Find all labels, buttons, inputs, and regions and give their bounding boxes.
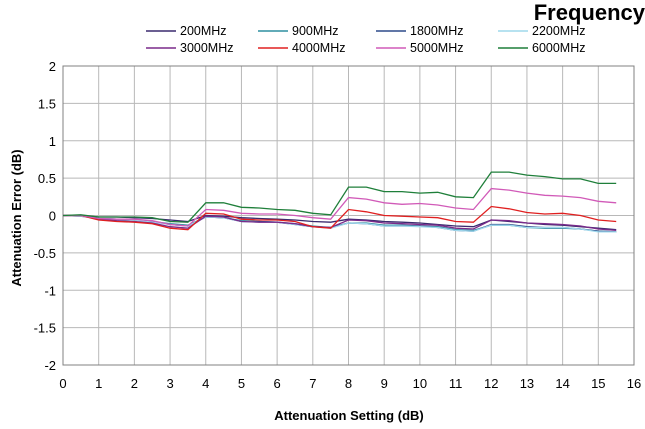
chart-title: Frequency [534, 0, 645, 25]
x-tick-label: 0 [59, 376, 66, 391]
y-tick-label: -2 [44, 358, 56, 373]
series-line-3000mhz [63, 214, 617, 232]
legend-label: 2200MHz [532, 24, 586, 38]
y-tick-label: -1 [44, 283, 56, 298]
x-tick-label: 4 [202, 376, 209, 391]
y-tick-label: 0.5 [38, 171, 56, 186]
x-tick-label: 12 [484, 376, 498, 391]
series-line-2200mhz [62, 214, 617, 233]
x-tick-label: 2 [131, 376, 138, 391]
x-tick-label: 1 [95, 376, 102, 391]
legend-label: 6000MHz [532, 41, 586, 55]
y-tick-label: -1.5 [34, 321, 56, 336]
x-tick-label: 8 [345, 376, 352, 391]
y-tick-label: 2 [49, 59, 56, 74]
y-tick-label: 0 [49, 209, 56, 224]
x-tick-label: 10 [413, 376, 427, 391]
x-tick-label: 15 [591, 376, 605, 391]
y-tick-label: 1 [49, 134, 56, 149]
series-line-5000mhz [63, 187, 617, 227]
x-tick-label: 9 [381, 376, 388, 391]
x-tick-label: 13 [520, 376, 534, 391]
legend-label: 1800MHz [410, 24, 464, 38]
legend-label: 4000MHz [292, 41, 346, 55]
legend-label: 900MHz [292, 24, 339, 38]
y-tick-label: -0.5 [34, 246, 56, 261]
legend: 200MHz 900MHz 1800MHz 2200MHz 3000MHz 4000MHz… [146, 24, 586, 55]
x-tick-label: 6 [274, 376, 281, 391]
legend-label: 3000MHz [180, 41, 234, 55]
legend-label: 200MHz [180, 24, 227, 38]
x-tick-label: 5 [238, 376, 245, 391]
x-tick-label: 11 [449, 376, 463, 391]
series-line-4000mhz [63, 205, 617, 231]
x-tick-label: 3 [166, 376, 173, 391]
x-axis-title: Attenuation Setting (dB) [274, 408, 423, 423]
plot-area: 0 1 2 3 4 5 6 7 8 9 10 11 12 13 14 15 1621.510.50-0.5-1-… [34, 59, 642, 391]
series-line-6000mhz [62, 171, 617, 223]
legend-label: 5000MHz [410, 41, 464, 55]
x-tick-label: 14 [555, 376, 569, 391]
y-axis-title: Attenuation Error (dB) [9, 149, 24, 286]
x-tick-label: 7 [309, 376, 316, 391]
x-tick-label: 16 [627, 376, 641, 391]
y-tick-label: 1.5 [38, 96, 56, 111]
